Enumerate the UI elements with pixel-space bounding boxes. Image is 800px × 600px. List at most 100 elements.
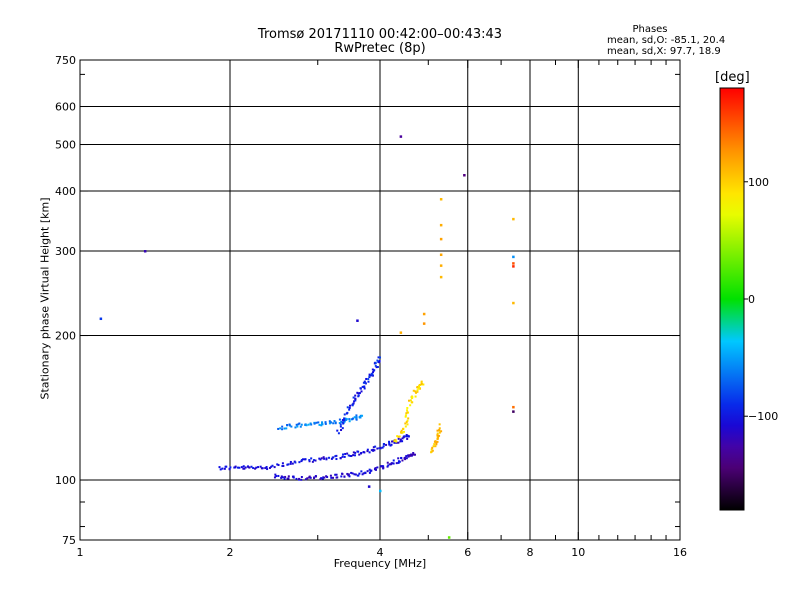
echo-point: [439, 275, 443, 279]
echo-point: [306, 477, 309, 480]
y-tick-label: 600: [55, 101, 76, 114]
echo-point: [325, 457, 328, 460]
echo-point: [422, 383, 425, 386]
echo-point: [247, 466, 250, 469]
echo-point: [376, 359, 379, 362]
echo-point: [368, 373, 371, 376]
echo-point: [512, 410, 515, 413]
echo-point: [439, 198, 443, 201]
echo-point: [332, 422, 335, 425]
echo-point: [339, 457, 342, 460]
echo-point: [438, 427, 441, 430]
echo-point: [393, 440, 396, 443]
echo-point: [438, 431, 441, 434]
echo-point: [438, 428, 441, 431]
echo-point: [332, 476, 335, 479]
echo-point: [404, 458, 407, 461]
echo-point: [411, 453, 414, 456]
echo-point: [405, 457, 408, 460]
echo-point: [310, 423, 313, 426]
echo-point: [391, 462, 394, 465]
echo-point: [228, 467, 231, 470]
x-axis-label: Frequency [MHz]: [333, 557, 427, 570]
echo-point: [376, 447, 379, 450]
echo-point: [418, 383, 421, 386]
echo-point: [288, 423, 291, 426]
echo-point: [294, 461, 297, 464]
echo-point: [304, 478, 307, 481]
echo-point: [321, 422, 324, 425]
echo-point: [399, 431, 402, 434]
chart-title: Tromsø 20171110 00:42:00–00:43:43: [257, 27, 503, 42]
echo-point: [437, 436, 440, 439]
echo-point: [406, 437, 409, 440]
echo-point: [390, 463, 393, 466]
stats-heading: Phases: [632, 24, 668, 35]
echo-point: [416, 389, 419, 392]
echo-point: [436, 434, 439, 437]
echo-point: [307, 423, 310, 426]
echo-point: [300, 423, 303, 426]
echo-point: [391, 440, 394, 443]
echo-point: [512, 262, 515, 265]
echo-point: [395, 441, 398, 444]
echo-point: [354, 473, 357, 476]
echo-point: [286, 463, 289, 466]
echo-point: [431, 446, 434, 449]
echo-point: [345, 418, 348, 421]
echo-point: [348, 420, 351, 423]
echo-point: [279, 427, 282, 430]
echo-point: [512, 217, 515, 221]
stats-mean-o: mean, sd,O: -85.1, 20.4: [607, 35, 726, 46]
echo-point: [405, 435, 408, 438]
echo-point: [363, 385, 366, 388]
echo-point: [356, 319, 359, 322]
echo-point: [385, 443, 388, 446]
echo-point: [298, 477, 301, 480]
echo-point: [334, 422, 337, 425]
echo-point: [377, 356, 380, 359]
echo-point: [353, 400, 356, 403]
echo-point: [401, 440, 404, 443]
echo-point: [242, 465, 245, 468]
echo-point: [250, 465, 253, 468]
echo-point: [328, 456, 331, 459]
echo-point: [418, 387, 421, 390]
echo-point: [360, 470, 363, 473]
echo-point: [221, 467, 224, 470]
echo-point: [414, 395, 417, 398]
echo-point: [315, 421, 318, 424]
echo-point: [244, 466, 247, 469]
echo-point: [382, 445, 385, 448]
echo-point: [344, 452, 347, 455]
echo-point: [410, 453, 413, 456]
echo-point: [371, 374, 374, 377]
echo-point: [395, 462, 398, 465]
echo-point: [325, 475, 328, 478]
echo-point: [412, 452, 415, 455]
echo-point: [361, 473, 364, 476]
echo-point: [351, 472, 354, 475]
echo-point: [295, 423, 298, 426]
echo-point: [283, 427, 286, 430]
echo-point: [281, 425, 284, 428]
echo-point: [223, 467, 226, 470]
echo-point: [371, 368, 374, 371]
echo-point: [312, 459, 315, 462]
echo-point: [373, 449, 376, 452]
echo-point: [358, 453, 361, 456]
echo-point: [310, 457, 313, 460]
echo-point: [311, 460, 314, 463]
echo-point: [329, 474, 332, 477]
echo-point: [366, 448, 369, 451]
echo-point: [324, 421, 327, 424]
echo-point: [359, 414, 362, 417]
echo-point: [369, 470, 372, 473]
echo-point: [382, 465, 385, 468]
echo-point: [343, 413, 346, 416]
y-tick-label: 300: [55, 245, 76, 258]
echo-point: [399, 438, 402, 441]
echo-point: [295, 477, 298, 480]
echo-point: [296, 425, 299, 428]
colorbar-tick-label: 100: [748, 176, 769, 189]
